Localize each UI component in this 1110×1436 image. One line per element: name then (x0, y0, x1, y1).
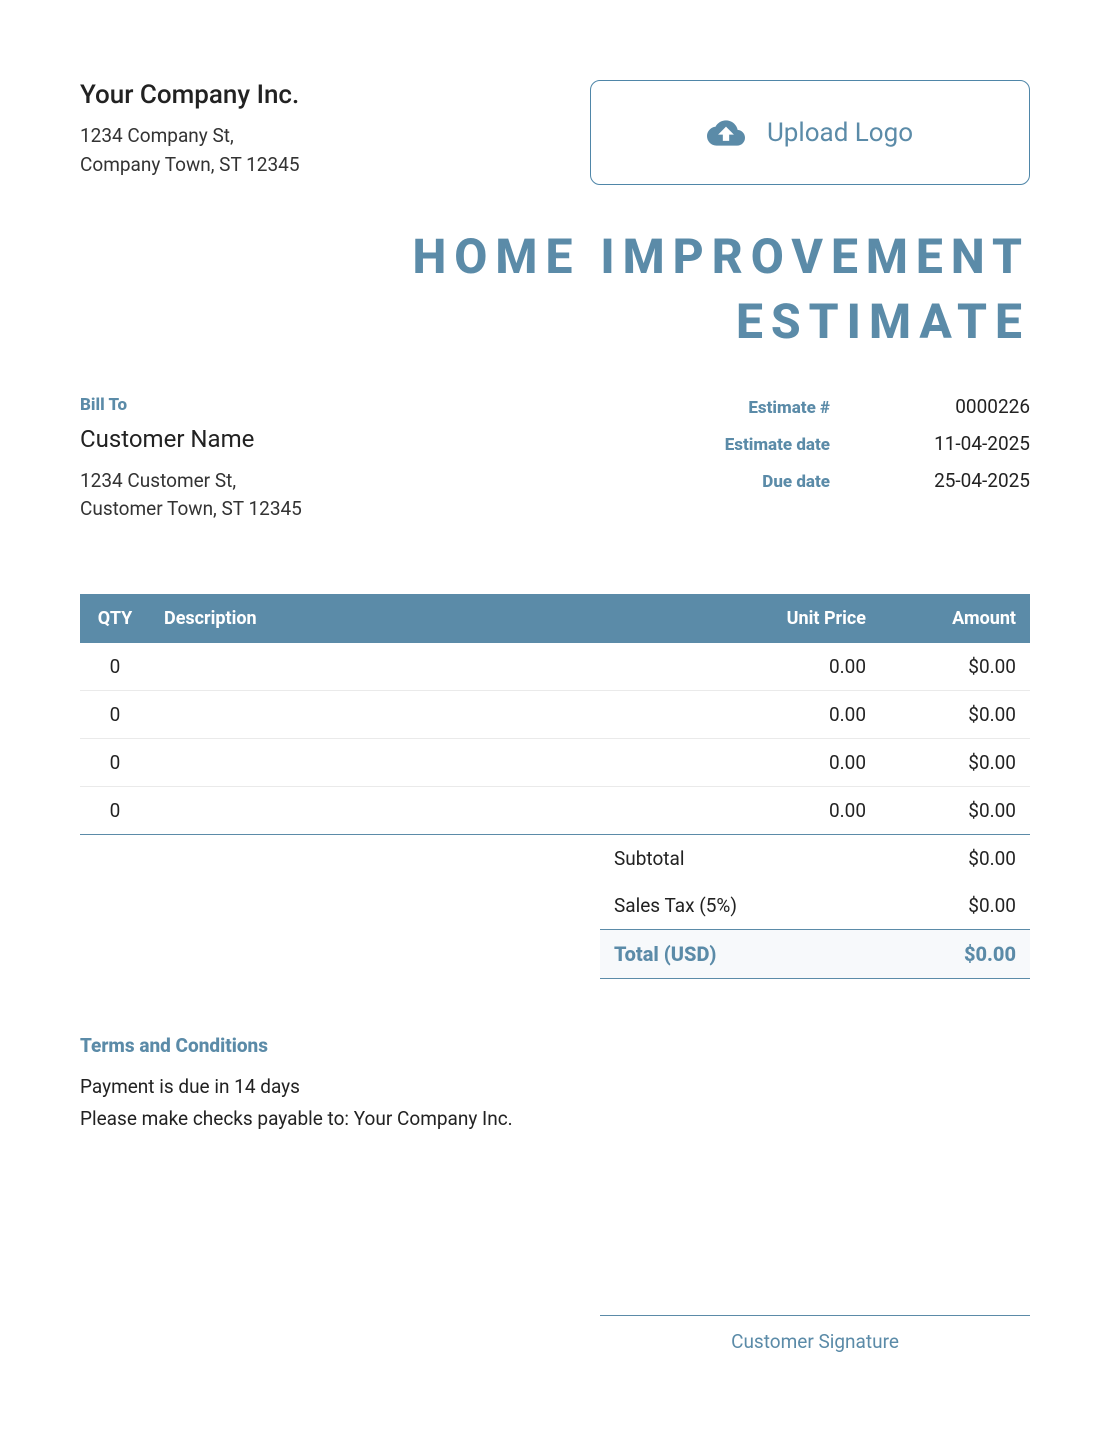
company-address-line2: Company Town, ST 12345 (80, 151, 300, 180)
cell-description[interactable] (150, 643, 700, 691)
terms-line1: Payment is due in 14 days (80, 1071, 1030, 1103)
cell-description[interactable] (150, 738, 700, 786)
bill-to-block: Bill To Customer Name 1234 Customer St, … (80, 395, 302, 524)
cell-description[interactable] (150, 786, 700, 834)
estimate-meta: Estimate # 0000226 Estimate date 11-04-2… (725, 395, 1030, 506)
cell-amount[interactable]: $0.00 (880, 786, 1030, 834)
tax-row: Sales Tax (5%) $0.00 (600, 882, 1030, 930)
company-name[interactable]: Your Company Inc. (80, 80, 300, 110)
customer-address-line1: 1234 Customer St, (80, 467, 302, 496)
total-label: Total (USD) (614, 942, 716, 966)
cell-amount[interactable]: $0.00 (880, 690, 1030, 738)
cell-amount[interactable]: $0.00 (880, 643, 1030, 691)
customer-address-line2: Customer Town, ST 12345 (80, 495, 302, 524)
estimate-date-label: Estimate date (725, 435, 830, 455)
cell-amount[interactable]: 0.00 (700, 738, 880, 786)
table-row[interactable]: 0 0.00$0.00 (80, 690, 1030, 738)
company-address-line1: 1234 Company St, (80, 122, 300, 151)
line-items-table: QTY Description Unit Price Amount 00.00$… (80, 594, 1030, 835)
customer-name[interactable]: Customer Name (80, 425, 302, 453)
col-unit-price: Unit Price (700, 594, 880, 643)
title-line1: HOME IMPROVEMENT (80, 225, 1030, 290)
cell-qty[interactable]: 0 (80, 738, 150, 786)
terms-text[interactable]: Payment is due in 14 days Please make ch… (80, 1071, 1030, 1136)
terms-block: Terms and Conditions Payment is due in 1… (80, 1034, 1030, 1136)
total-value: $0.00 (964, 942, 1016, 966)
document-title: HOME IMPROVEMENT ESTIMATE (80, 225, 1030, 355)
tax-value: $0.00 (968, 894, 1016, 917)
customer-address[interactable]: 1234 Customer St, Customer Town, ST 1234… (80, 467, 302, 524)
meta-row: Bill To Customer Name 1234 Customer St, … (80, 395, 1030, 524)
subtotal-value: $0.00 (968, 847, 1016, 870)
cell-amount[interactable]: 0.00 (700, 786, 880, 834)
estimate-number-label: Estimate # (748, 398, 830, 418)
bill-to-label: Bill To (80, 395, 302, 415)
estimate-number-value[interactable]: 0000226 (910, 395, 1030, 418)
due-date-label: Due date (762, 472, 830, 492)
cloud-upload-icon (707, 118, 745, 148)
total-row: Total (USD) $0.00 (600, 930, 1030, 979)
col-amount: Amount (880, 594, 1030, 643)
subtotal-row: Subtotal $0.00 (600, 835, 1030, 882)
due-date-value[interactable]: 25-04-2025 (910, 469, 1030, 492)
cell-qty[interactable]: 0 (80, 643, 150, 691)
cell-amount[interactable]: 0.00 (700, 643, 880, 691)
col-description: Description (150, 594, 700, 643)
due-date-row: Due date 25-04-2025 (725, 469, 1030, 492)
upload-logo-button[interactable]: Upload Logo (590, 80, 1030, 185)
signature-block: Customer Signature (600, 1315, 1030, 1353)
cell-qty[interactable]: 0 (80, 786, 150, 834)
upload-logo-label: Upload Logo (767, 118, 913, 148)
cell-qty[interactable]: 0 (80, 690, 150, 738)
subtotal-label: Subtotal (614, 847, 684, 870)
table-row[interactable]: 0 0.00$0.00 (80, 786, 1030, 834)
signature-label: Customer Signature (731, 1330, 899, 1353)
company-block: Your Company Inc. 1234 Company St, Compa… (80, 80, 300, 179)
estimate-date-value[interactable]: 11-04-2025 (910, 432, 1030, 455)
estimate-number-row: Estimate # 0000226 (725, 395, 1030, 418)
terms-line2: Please make checks payable to: Your Comp… (80, 1103, 1030, 1135)
terms-label: Terms and Conditions (80, 1034, 1030, 1057)
header-row: Your Company Inc. 1234 Company St, Compa… (80, 80, 1030, 185)
cell-description[interactable] (150, 690, 700, 738)
title-line2: ESTIMATE (80, 290, 1030, 355)
table-row[interactable]: 0 0.00$0.00 (80, 738, 1030, 786)
estimate-date-row: Estimate date 11-04-2025 (725, 432, 1030, 455)
company-address[interactable]: 1234 Company St, Company Town, ST 12345 (80, 122, 300, 179)
col-qty: QTY (80, 594, 150, 643)
cell-amount[interactable]: 0.00 (700, 690, 880, 738)
cell-amount[interactable]: $0.00 (880, 738, 1030, 786)
tax-label: Sales Tax (5%) (614, 894, 737, 917)
table-row[interactable]: 0 0.00$0.00 (80, 643, 1030, 691)
totals-block: Subtotal $0.00 Sales Tax (5%) $0.00 Tota… (600, 835, 1030, 979)
